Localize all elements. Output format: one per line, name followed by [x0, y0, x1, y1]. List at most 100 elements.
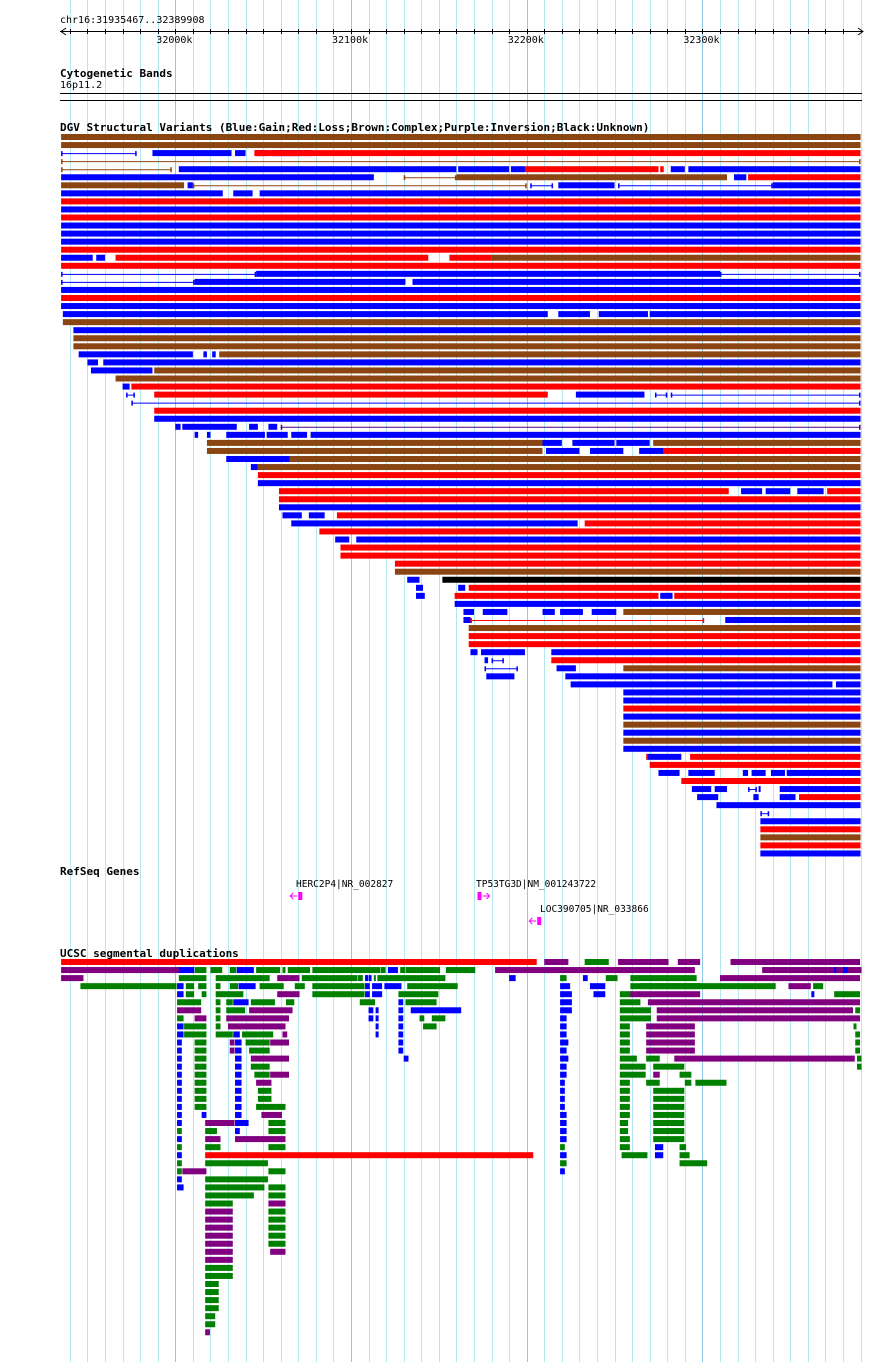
segdup-feature[interactable]: [679, 1160, 708, 1167]
segdup-feature[interactable]: [194, 967, 207, 974]
segdup-feature[interactable]: [619, 1136, 630, 1143]
dgv-variant[interactable]: [87, 359, 98, 366]
segdup-feature[interactable]: [177, 991, 184, 998]
segdup-feature[interactable]: [384, 983, 402, 990]
dgv-variant[interactable]: [760, 842, 861, 849]
dgv-variant[interactable]: [542, 608, 555, 615]
segdup-feature[interactable]: [719, 975, 861, 982]
dgv-variant[interactable]: [674, 592, 861, 599]
segdup-feature[interactable]: [560, 1023, 567, 1030]
dgv-variant[interactable]: [484, 657, 489, 664]
dgv-variant[interactable]: [115, 254, 429, 261]
segdup-feature[interactable]: [205, 1297, 219, 1304]
dgv-variant[interactable]: [356, 536, 861, 543]
segdup-feature[interactable]: [855, 1039, 861, 1046]
dgv-variant[interactable]: [449, 254, 492, 261]
segdup-feature[interactable]: [630, 991, 701, 998]
dgv-variant[interactable]: [289, 456, 861, 462]
dgv-variant[interactable]: [725, 617, 861, 623]
dgv-variant[interactable]: [779, 794, 796, 801]
segdup-feature[interactable]: [312, 983, 365, 990]
dgv-variant[interactable]: [61, 238, 861, 245]
dgv-variant[interactable]: [486, 673, 515, 680]
segdup-feature[interactable]: [358, 975, 363, 982]
segdup-feature[interactable]: [423, 1023, 437, 1030]
segdup-feature[interactable]: [679, 1071, 692, 1078]
segdup-feature[interactable]: [235, 1111, 242, 1118]
dgv-variant[interactable]: [61, 214, 861, 221]
segdup-feature[interactable]: [640, 983, 776, 990]
segdup-feature[interactable]: [677, 959, 701, 965]
dgv-variant[interactable]: [660, 166, 664, 173]
dgv-variant[interactable]: [623, 737, 861, 744]
segdup-feature[interactable]: [177, 1095, 182, 1102]
segdup-feature[interactable]: [215, 1031, 233, 1038]
segdup-feature[interactable]: [618, 959, 669, 965]
segdup-feature[interactable]: [205, 1281, 219, 1287]
segdup-feature[interactable]: [277, 975, 300, 982]
segdup-feature[interactable]: [268, 1232, 286, 1239]
segdup-feature[interactable]: [257, 1087, 272, 1094]
dgv-variant[interactable]: [61, 174, 374, 181]
dgv-variant[interactable]: [61, 182, 185, 189]
segdup-feature[interactable]: [226, 1007, 246, 1014]
segdup-feature[interactable]: [205, 1192, 254, 1199]
dgv-variant[interactable]: [61, 246, 861, 253]
dgv-variant[interactable]: [122, 383, 130, 390]
segdup-feature[interactable]: [560, 991, 572, 998]
segdup-feature[interactable]: [205, 1264, 233, 1271]
dgv-variant[interactable]: [257, 464, 861, 471]
segdup-feature[interactable]: [205, 1248, 233, 1255]
segdup-feature[interactable]: [679, 1152, 690, 1159]
segdup-feature[interactable]: [560, 1168, 565, 1175]
dgv-variant[interactable]: [649, 311, 861, 318]
dgv-variant[interactable]: [470, 649, 478, 656]
dgv-variant[interactable]: [458, 166, 510, 173]
dgv-variant[interactable]: [647, 753, 682, 760]
segdup-feature[interactable]: [653, 1095, 685, 1102]
segdup-feature[interactable]: [177, 1023, 184, 1030]
segdup-feature[interactable]: [656, 1007, 854, 1014]
dgv-variant[interactable]: [589, 447, 624, 454]
segdup-feature[interactable]: [621, 1152, 648, 1159]
segdup-feature[interactable]: [619, 999, 641, 1006]
dgv-variant[interactable]: [73, 343, 861, 350]
segdup-feature[interactable]: [560, 1031, 567, 1038]
segdup-feature[interactable]: [619, 1095, 630, 1102]
segdup-feature[interactable]: [398, 1047, 404, 1054]
segdup-feature[interactable]: [405, 999, 437, 1006]
segdup-feature[interactable]: [589, 983, 606, 990]
segdup-feature[interactable]: [619, 1023, 630, 1030]
segdup-feature[interactable]: [177, 1071, 182, 1078]
segdup-feature[interactable]: [857, 1063, 862, 1070]
dgv-variant[interactable]: [623, 689, 861, 696]
dgv-variant[interactable]: [103, 359, 861, 366]
segdup-feature[interactable]: [185, 983, 195, 990]
dgv-variant[interactable]: [565, 673, 861, 680]
segdup-feature[interactable]: [287, 967, 311, 974]
dgv-variant[interactable]: [524, 166, 659, 173]
segdup-feature[interactable]: [560, 1039, 569, 1046]
segdup-feature[interactable]: [375, 1007, 379, 1014]
segdup-feature[interactable]: [619, 1103, 630, 1110]
segdup-feature[interactable]: [233, 999, 249, 1006]
dgv-variant[interactable]: [154, 391, 548, 398]
segdup-feature[interactable]: [177, 1087, 182, 1094]
segdup-feature[interactable]: [619, 1015, 651, 1022]
segdup-feature[interactable]: [398, 1023, 404, 1030]
dgv-variant[interactable]: [187, 182, 193, 189]
segdup-feature[interactable]: [268, 1184, 286, 1191]
segdup-feature[interactable]: [238, 983, 256, 990]
segdup-feature[interactable]: [215, 1015, 221, 1022]
refseq-gene[interactable]: [289, 892, 303, 900]
segdup-feature[interactable]: [268, 1224, 286, 1231]
segdup-feature[interactable]: [177, 1160, 182, 1167]
segdup-feature[interactable]: [226, 999, 233, 1006]
dgv-variant[interactable]: [734, 174, 747, 181]
dgv-variant[interactable]: [235, 150, 246, 157]
segdup-feature[interactable]: [205, 1321, 216, 1328]
segdup-feature[interactable]: [619, 1111, 630, 1118]
dgv-variant[interactable]: [278, 488, 729, 495]
dgv-variant[interactable]: [394, 560, 861, 567]
segdup-feature[interactable]: [653, 1111, 685, 1118]
